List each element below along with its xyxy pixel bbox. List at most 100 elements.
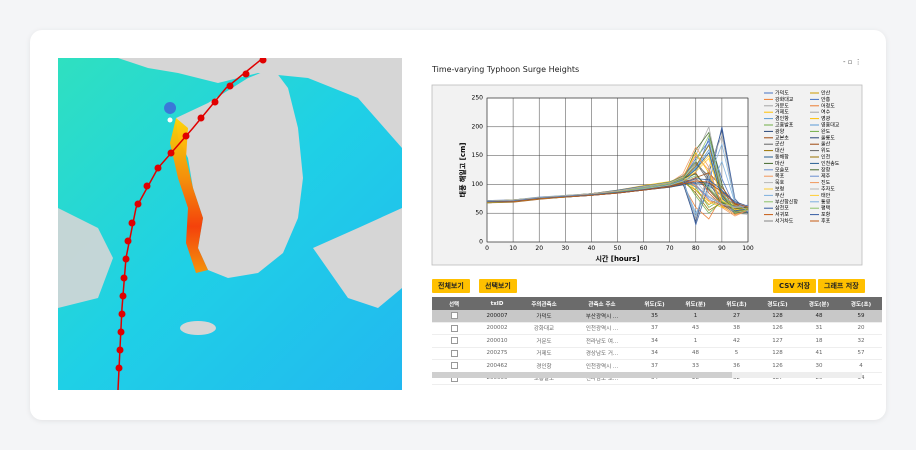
legend-label: 부산항신항 [775, 198, 798, 205]
table-cell: 33 [675, 359, 716, 373]
legend-label: 태안 [821, 192, 831, 199]
table-cell: 126 [757, 359, 798, 373]
x-tick-label: 90 [718, 245, 726, 252]
x-tick-label: 0 [485, 245, 489, 252]
table-cell: 200275 [476, 347, 518, 360]
table-cell: 인천광역시 ... [570, 359, 634, 373]
legend-label: 가덕도 [775, 90, 789, 97]
location-pin[interactable] [164, 102, 177, 130]
column-header: 주의관측소 [518, 297, 570, 310]
y-tick-label: 150 [472, 152, 484, 159]
legend-label: 추자도 [821, 186, 835, 193]
view-all-button[interactable]: 전체보기 [432, 279, 470, 293]
legend-label: 광양 [775, 128, 785, 135]
checkbox[interactable] [450, 324, 458, 332]
table-cell: 200007 [476, 310, 518, 323]
legend-label: 보령 [775, 186, 784, 193]
table-cell: 128 [757, 347, 798, 360]
legend-label: 목포 [775, 174, 785, 180]
checkbox[interactable] [450, 337, 458, 345]
table-cell: 200462 [476, 359, 518, 373]
table-cell: 인천광역시 ... [570, 322, 634, 335]
surge-coast [170, 118, 208, 273]
x-tick-label: 30 [561, 245, 569, 252]
legend-label: 영광 [821, 115, 831, 122]
table-cell: 57 [840, 347, 882, 360]
table-row[interactable]: 200002 강화대교 인천광역시 ... 37 43 38 126 31 20 [432, 322, 882, 335]
table-cell: 거문도 [518, 334, 570, 348]
series-line [486, 178, 749, 208]
graph-save-button[interactable]: 그래프 저장 [818, 279, 865, 293]
column-header: 경도(초) [840, 297, 882, 310]
column-header: 경도(분) [798, 297, 840, 310]
table-cell: 1 [675, 310, 716, 323]
x-tick-label: 70 [666, 245, 674, 252]
checkbox[interactable] [450, 349, 458, 357]
table-cell: 126 [757, 322, 798, 335]
table-cell: 200002 [476, 322, 518, 335]
series-line [486, 177, 749, 208]
table-row[interactable]: 200275 거제도 경상남도 거... 34 48 5 128 41 57 [432, 347, 882, 360]
table-cell: 4 [840, 359, 882, 373]
view-selected-button[interactable]: 선택보기 [479, 279, 517, 293]
legend-label: 어청도 [821, 102, 835, 109]
y-tick-label: 0 [479, 239, 483, 246]
scrollbar[interactable] [432, 372, 862, 378]
x-tick-label: 40 [588, 245, 596, 252]
select-cell[interactable] [432, 310, 476, 323]
select-cell[interactable] [432, 322, 476, 335]
y-tick-label: 100 [472, 181, 484, 188]
table-cell: 강화대교 [518, 322, 570, 335]
table-row[interactable]: 200462 경인항 인천광역시 ... 37 33 36 126 30 4 [432, 359, 882, 373]
legend-label: 인천송도 [821, 160, 840, 167]
checkbox[interactable] [450, 362, 458, 370]
select-cell[interactable] [432, 334, 476, 348]
select-cell[interactable] [432, 359, 476, 373]
legend-label: 부산 [775, 192, 785, 199]
table-cell: 경상남도 거... [570, 347, 634, 360]
y-axis-label: 태풍 해일고 [cm] [458, 143, 467, 198]
table-cell: 5 [716, 347, 757, 360]
legend-label: 울릉도 [821, 135, 835, 141]
legend-label: 여수 [821, 109, 831, 116]
table-cell: 34 [634, 334, 675, 348]
table-cell: 48 [675, 347, 716, 360]
table-cell: 48 [798, 310, 840, 323]
legend-label: 모슬포 [775, 166, 789, 173]
table-cell: 127 [757, 334, 798, 348]
table-row[interactable]: 200007 가덕도 부산광역시 ... 35 1 27 128 48 59 [432, 310, 882, 323]
table-cell: 거제도 [518, 347, 570, 360]
x-tick-label: 100 [742, 245, 754, 252]
legend-label: 진도 [821, 179, 831, 186]
surge-map [58, 58, 402, 390]
scroll-thumb[interactable] [432, 372, 732, 378]
track-points [115, 58, 267, 372]
legend-label: 경인항 [775, 115, 789, 122]
legend-label: 인천 [821, 154, 831, 161]
table-cell: 전라남도 여... [570, 334, 634, 348]
china-coast [58, 208, 113, 308]
table-cell: 37 [634, 322, 675, 335]
table-cell: 27 [716, 310, 757, 323]
legend-label: 마산 [775, 160, 785, 167]
legend-label: 삼천포 [775, 205, 789, 212]
table-cell: 1 [675, 334, 716, 348]
window-controls[interactable]: - ▫ ⋮ [843, 58, 862, 66]
land-north [118, 58, 402, 148]
legend-label: 위도 [821, 147, 831, 154]
legend-label: 묵호 [775, 180, 785, 186]
table-row[interactable]: 200010 거문도 전라남도 여... 34 1 42 127 18 32 [432, 334, 882, 348]
csv-save-button[interactable]: CSV 저장 [773, 279, 817, 293]
table-cell: 43 [675, 322, 716, 335]
chart-title: Time-varying Typhoon Surge Heights [431, 65, 579, 74]
legend-label: 포항 [821, 211, 831, 218]
x-tick-label: 10 [509, 245, 517, 252]
x-tick-label: 60 [640, 245, 648, 252]
legend-label: 제주 [821, 173, 831, 180]
select-cell[interactable] [432, 347, 476, 360]
column-header: 위도(초) [716, 297, 757, 310]
legend-label: 대산 [775, 147, 785, 154]
series-line [486, 180, 749, 208]
table-cell: 42 [716, 334, 757, 348]
checkbox[interactable] [450, 312, 458, 320]
